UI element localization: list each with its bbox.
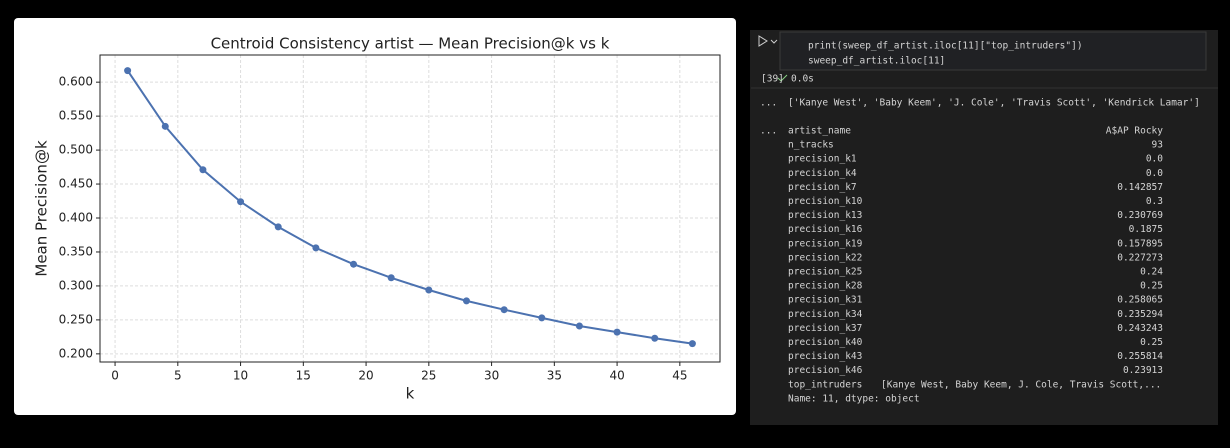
data-point [500,306,508,314]
x-tick-label: 35 [547,369,562,383]
data-point [237,198,245,206]
success-icon [777,74,788,82]
row-value: 0.0 [1146,168,1163,179]
series-footer: Name: 11, dtype: object [788,393,920,404]
row-label: n_tracks [788,140,834,151]
row-value: 0.258065 [1117,295,1163,306]
y-axis-label: Mean Precision@k [33,140,51,277]
row-value: 0.3 [1146,196,1163,207]
chart-background [14,18,736,415]
x-tick-label: 0 [111,369,119,383]
run-icon[interactable] [758,35,768,47]
row-value: 0.23913 [1123,365,1163,376]
row-label: precision_k4 [788,168,857,179]
row-label: precision_k31 [788,295,863,306]
row-value: 0.157895 [1117,238,1163,249]
x-tick-label: 20 [358,369,373,383]
y-tick-label: 0.350 [59,244,93,258]
row-label: precision_k43 [788,351,862,362]
x-tick-label: 5 [174,369,182,383]
code-cell[interactable] [779,31,1207,71]
code-line: sweep_df_artist.iloc[11] [808,56,945,67]
duration: 0.0s [791,74,814,85]
row-label: precision_k13 [788,210,862,221]
y-tick-label: 0.550 [59,109,93,123]
data-point [688,340,696,348]
row-value: 0.255814 [1117,351,1163,362]
row-value: [Kanye West, Baby Keem, J. Cole, Travis … [881,379,1161,390]
row-value: 0.142857 [1117,182,1163,193]
row-label: precision_k16 [788,224,863,235]
row-label: artist_name [788,126,851,137]
row-value: 0.24 [1140,267,1163,278]
execution-count: [39] [761,74,784,85]
run-menu-icon[interactable] [770,39,778,44]
data-point [312,244,320,252]
data-point [350,260,358,268]
data-point [575,322,583,330]
notebook-background [750,30,1218,425]
row-label: top_intruders [788,379,862,390]
plot-frame [99,54,721,363]
row-value: 0.25 [1140,281,1163,292]
row-label: precision_k7 [788,182,857,193]
data-point [199,166,207,174]
series-line [126,70,693,345]
x-tick-label: 10 [233,369,248,383]
y-tick-label: 0.450 [59,177,93,191]
row-label: precision_k19 [788,238,863,249]
row-label: precision_k10 [788,196,863,207]
row-value: 93 [1152,140,1163,151]
x-tick-label: 45 [672,369,687,383]
data-point [387,274,395,282]
y-tick-label: 0.200 [59,346,93,360]
y-tick-label: 0.250 [59,312,93,326]
data-point [462,297,470,305]
x-tick-label: 25 [421,369,436,383]
data-point [651,334,659,342]
row-label: precision_k34 [788,309,863,320]
output-prompt: ... [760,126,777,137]
y-tick-label: 0.600 [59,75,93,89]
row-label: precision_k40 [788,337,863,348]
y-tick-label: 0.500 [59,143,93,157]
data-point [425,286,433,294]
chart-title: Centroid Consistency artist — Mean Preci… [211,35,610,53]
row-value: A$AP Rocky [1106,126,1163,137]
row-label: precision_k37 [788,323,862,334]
row-value: 0.227273 [1117,252,1163,263]
data-point [274,223,282,231]
row-label: precision_k1 [788,154,857,165]
row-label: precision_k25 [788,267,862,278]
code-line: print(sweep_df_artist.iloc[11]["top_intr… [808,41,1083,52]
y-tick-label: 0.400 [59,211,93,225]
row-value: 0.0 [1146,154,1163,165]
row-value: 0.25 [1140,337,1163,348]
x-tick-label: 15 [296,369,311,383]
data-point [613,328,621,336]
row-value: 0.1875 [1129,224,1163,235]
chart-panel: Centroid Consistency artist — Mean Preci… [14,18,736,415]
row-value: 0.243243 [1117,323,1163,334]
x-tick-label: 40 [609,369,624,383]
y-tick-label: 0.300 [59,278,93,292]
row-value: 0.230769 [1117,210,1163,221]
row-value: 0.235294 [1117,309,1163,320]
row-label: precision_k28 [788,281,863,292]
x-axis-label: k [406,385,415,403]
x-tick-label: 30 [484,369,499,383]
data-point [538,314,546,322]
output-prompt: ... [760,98,777,109]
notebook-panel: print(sweep_df_artist.iloc[11]["top_intr… [750,30,1218,425]
row-label: precision_k22 [788,252,862,263]
data-point [161,122,169,130]
row-label: precision_k46 [788,365,863,376]
printed-output: ['Kanye West', 'Baby Keem', 'J. Cole', '… [788,98,1200,109]
data-point [124,67,132,75]
